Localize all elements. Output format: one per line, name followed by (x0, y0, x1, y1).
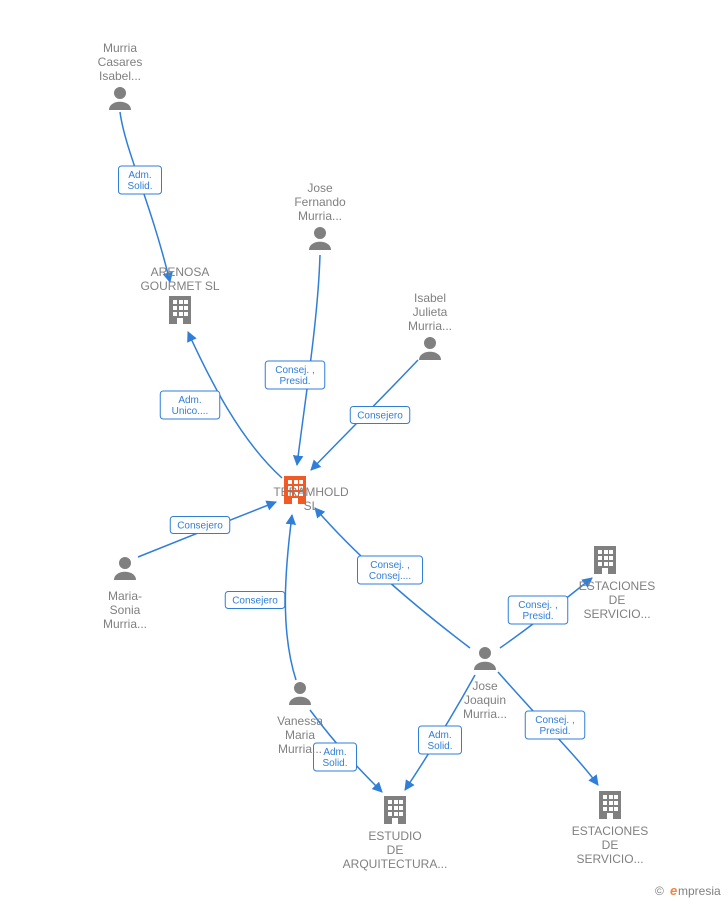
node-label: Murria... (298, 209, 342, 223)
node-n6[interactable]: VanessaMariaMurria... (277, 682, 323, 756)
node-label: Julieta (413, 305, 448, 319)
building-icon (599, 791, 621, 819)
edge-n2-n4 (297, 255, 320, 465)
node-n1[interactable]: ARENOSAGOURMET SL (140, 265, 219, 324)
building-icon (169, 296, 191, 324)
node-label: ESTACIONES (579, 579, 655, 593)
edge-label: Consej. ,Presid. (525, 711, 585, 739)
svg-text:Adm.: Adm. (128, 170, 151, 181)
edge-label: Adm.Solid. (119, 166, 162, 194)
node-label: Joaquin (464, 693, 506, 707)
person-icon (289, 682, 311, 705)
svg-text:Adm.: Adm. (323, 747, 346, 758)
person-icon (109, 87, 131, 110)
building-icon (594, 546, 616, 574)
svg-text:Consej. ,: Consej. , (275, 365, 314, 376)
edge-n6-n4 (285, 515, 296, 680)
node-label: Fernando (294, 195, 346, 209)
node-label: Maria- (108, 589, 142, 603)
person-icon (419, 337, 441, 360)
node-n9[interactable]: ESTACIONESDESERVICIO... (579, 546, 655, 621)
node-label: Murria... (103, 617, 147, 631)
node-label: Murria... (463, 707, 507, 721)
svg-text:Unico....: Unico.... (172, 406, 209, 417)
node-label: ARQUITECTURA... (343, 857, 448, 871)
node-label: Isabel... (99, 69, 141, 83)
svg-text:Solid.: Solid. (322, 758, 347, 769)
node-label: Jose (307, 181, 333, 195)
svg-text:Consejero: Consejero (177, 521, 223, 532)
node-label: Casares (98, 55, 143, 69)
node-label: ARENOSA (151, 265, 210, 279)
svg-text:Adm.: Adm. (428, 730, 451, 741)
svg-text:Consej. ,: Consej. , (535, 715, 574, 726)
node-n2[interactable]: JoseFernandoMurria... (294, 181, 346, 250)
node-label: TERAMHOLD (273, 485, 349, 499)
node-label: Murria... (278, 742, 322, 756)
svg-text:Presid.: Presid. (522, 611, 553, 622)
person-icon (474, 647, 496, 670)
svg-text:Adm.: Adm. (178, 395, 201, 406)
svg-text:Solid.: Solid. (427, 741, 452, 752)
node-label: SERVICIO... (576, 852, 643, 866)
watermark-prefix: e (670, 883, 677, 898)
node-n3[interactable]: IsabelJulietaMurria... (408, 291, 452, 360)
svg-text:Consejero: Consejero (232, 596, 278, 607)
edge-label: Consej. ,Presid. (508, 596, 568, 624)
edge-label: Consejero (350, 407, 410, 424)
edge-label: Adm.Unico.... (160, 391, 220, 419)
edge-label: Consej. ,Presid. (265, 361, 325, 389)
node-label: DE (387, 843, 404, 857)
svg-text:Consej. ,: Consej. , (518, 600, 557, 611)
edge-n0-n1 (120, 112, 170, 282)
node-n4[interactable]: TERAMHOLDSL (273, 476, 349, 513)
svg-text:Presid.: Presid. (539, 726, 570, 737)
copyright-symbol: © (655, 884, 664, 898)
svg-text:Consej....: Consej.... (369, 571, 411, 582)
node-label: SL (304, 499, 319, 513)
node-n0[interactable]: MurriaCasaresIsabel... (98, 41, 143, 110)
person-icon (114, 557, 136, 580)
node-label: Maria (285, 728, 315, 742)
node-n5[interactable]: Maria-SoniaMurria... (103, 557, 147, 631)
node-label: Jose (472, 679, 498, 693)
node-label: Vanessa (277, 714, 323, 728)
svg-text:Presid.: Presid. (279, 376, 310, 387)
node-n10[interactable]: ESTACIONESDESERVICIO... (572, 791, 648, 866)
node-label: Sonia (110, 603, 141, 617)
node-label: ESTUDIO (368, 829, 421, 843)
watermark-text: mpresia (678, 884, 721, 898)
edge-label: Consejero (225, 592, 285, 609)
edge-label: Consej. ,Consej.... (358, 556, 423, 584)
svg-text:Solid.: Solid. (127, 181, 152, 192)
svg-text:Consejero: Consejero (357, 411, 403, 422)
node-label: Murria (103, 41, 137, 55)
node-label: Murria... (408, 319, 452, 333)
node-label: Isabel (414, 291, 446, 305)
node-label: DE (609, 593, 626, 607)
person-icon (309, 227, 331, 250)
node-label: DE (602, 838, 619, 852)
svg-text:Consej. ,: Consej. , (370, 560, 409, 571)
edge-label: Consejero (170, 517, 230, 534)
node-label: GOURMET SL (140, 279, 219, 293)
node-n8[interactable]: ESTUDIODEARQUITECTURA... (343, 796, 448, 871)
watermark: © e mpresia (655, 883, 721, 898)
node-label: ESTACIONES (572, 824, 648, 838)
building-icon (384, 796, 406, 824)
edge-label: Adm.Solid. (419, 726, 462, 754)
node-label: SERVICIO... (583, 607, 650, 621)
